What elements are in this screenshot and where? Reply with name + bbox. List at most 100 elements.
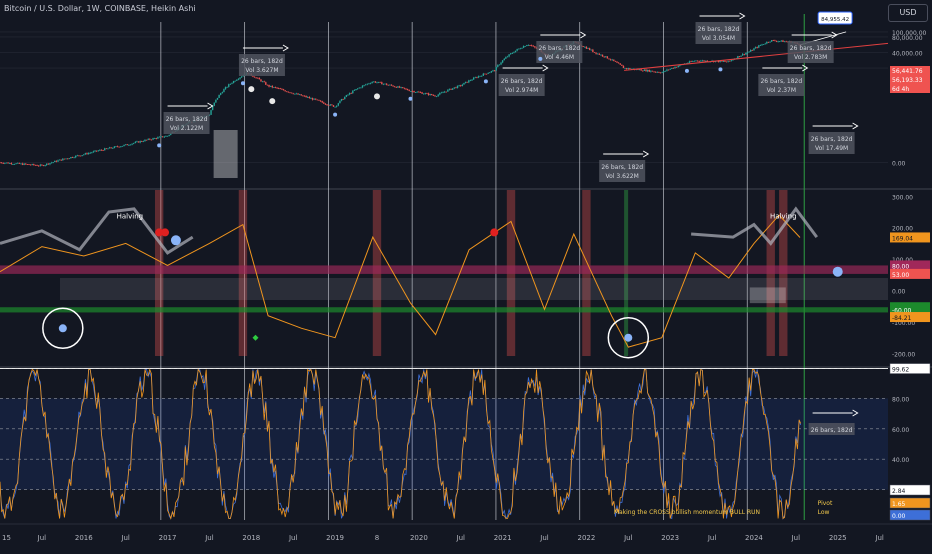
candle-body bbox=[155, 138, 157, 139]
x-tick-label: 2016 bbox=[75, 534, 93, 542]
candle-body bbox=[268, 84, 270, 87]
candle-body bbox=[598, 53, 601, 55]
candle-body bbox=[20, 163, 22, 165]
highlight-box bbox=[213, 130, 238, 178]
candle-body bbox=[435, 96, 438, 98]
rocket-icon bbox=[170, 235, 181, 246]
candle-body bbox=[732, 59, 734, 61]
measure-arrow-head bbox=[852, 409, 859, 417]
candle-body bbox=[376, 82, 378, 84]
candle-body bbox=[139, 141, 141, 143]
candle-body bbox=[257, 77, 259, 79]
candle-body bbox=[318, 99, 320, 101]
candle-body bbox=[215, 99, 217, 103]
candle-body bbox=[443, 91, 446, 93]
candle-body bbox=[81, 155, 83, 156]
cloud-band bbox=[60, 278, 888, 300]
stoch-band bbox=[0, 398, 888, 490]
candle-body bbox=[365, 84, 367, 86]
candle-body bbox=[31, 164, 33, 165]
measure-arrow-head bbox=[739, 12, 746, 20]
candle-body bbox=[112, 148, 114, 149]
candle-body bbox=[485, 73, 488, 75]
candle-body bbox=[321, 101, 323, 103]
candle-body bbox=[102, 150, 104, 151]
candle-body bbox=[643, 69, 646, 71]
candle-body bbox=[721, 60, 723, 62]
sell-dot-icon bbox=[161, 228, 170, 237]
measure-arrow-head bbox=[831, 31, 838, 39]
candle-body bbox=[263, 81, 265, 83]
candle-body bbox=[703, 60, 705, 62]
candle-body bbox=[534, 46, 536, 48]
candle-body bbox=[373, 81, 375, 83]
candle-body bbox=[772, 40, 774, 41]
candle-body bbox=[240, 76, 243, 78]
oversold-band bbox=[0, 307, 888, 313]
candle-body bbox=[113, 146, 116, 149]
candle-body bbox=[463, 82, 465, 85]
candle-body bbox=[133, 142, 135, 144]
candle-body bbox=[75, 155, 77, 158]
candle-body bbox=[255, 77, 257, 79]
measure-arrow-head bbox=[207, 102, 214, 110]
candle-body bbox=[490, 71, 493, 73]
candle-body bbox=[21, 163, 24, 165]
candle-body bbox=[782, 40, 784, 42]
measure-box bbox=[163, 112, 210, 134]
candle-body bbox=[418, 91, 420, 93]
candle-body bbox=[292, 93, 294, 95]
candle-body bbox=[424, 93, 427, 94]
candle-body bbox=[339, 100, 341, 104]
candle-body bbox=[294, 93, 296, 95]
candle-body bbox=[514, 50, 517, 53]
candle-body bbox=[149, 138, 151, 140]
candle-body bbox=[762, 44, 765, 45]
projection-value-box bbox=[817, 11, 853, 25]
candle-body bbox=[476, 77, 478, 79]
candle-body bbox=[729, 60, 731, 62]
measure-box bbox=[536, 41, 583, 63]
candle-body bbox=[87, 153, 90, 155]
measure-label-vol: Vol 3.627M bbox=[245, 67, 278, 74]
level-tag bbox=[890, 232, 930, 243]
candle-body bbox=[593, 51, 596, 53]
x-tick-label: Jul bbox=[623, 534, 633, 542]
candle-body bbox=[123, 144, 125, 146]
measure-box bbox=[808, 132, 855, 154]
currency-button[interactable]: USD bbox=[888, 4, 928, 22]
measure-arrow-head bbox=[580, 31, 587, 39]
candle-body bbox=[719, 60, 721, 63]
candle-body bbox=[162, 136, 164, 138]
candle-body bbox=[261, 81, 264, 83]
candle-body bbox=[232, 81, 235, 83]
candle-body bbox=[26, 164, 29, 165]
candle-body bbox=[501, 60, 504, 63]
osc-tick-label: 200.00 bbox=[892, 226, 913, 233]
skull-marker-icon bbox=[248, 86, 255, 93]
candle-body bbox=[518, 48, 520, 50]
candle-body bbox=[522, 46, 525, 48]
candle-body bbox=[461, 84, 464, 86]
candle-body bbox=[307, 96, 309, 98]
candle-body bbox=[447, 89, 449, 92]
candle-body bbox=[724, 61, 726, 62]
candle-body bbox=[100, 149, 103, 151]
candle-body bbox=[295, 93, 298, 95]
rocket-marker-icon bbox=[333, 112, 338, 117]
candle-body bbox=[442, 92, 444, 94]
candle-body bbox=[18, 162, 21, 164]
candle-body bbox=[355, 89, 357, 91]
candle-body bbox=[434, 95, 436, 97]
price-tag-label: 56,193.33 bbox=[892, 77, 923, 84]
measure-label-bars: 26 bars, 182d bbox=[501, 78, 543, 85]
measure-box bbox=[808, 423, 855, 435]
stoch-tick-label: 40.00 bbox=[892, 457, 909, 464]
measure-label-vol: Vol 3.622M bbox=[606, 173, 639, 180]
candle-body bbox=[493, 70, 496, 72]
candle-body bbox=[76, 155, 79, 157]
sell-dot-icon bbox=[490, 228, 499, 237]
rocket-marker-icon bbox=[408, 96, 413, 101]
candle-body bbox=[347, 94, 349, 96]
